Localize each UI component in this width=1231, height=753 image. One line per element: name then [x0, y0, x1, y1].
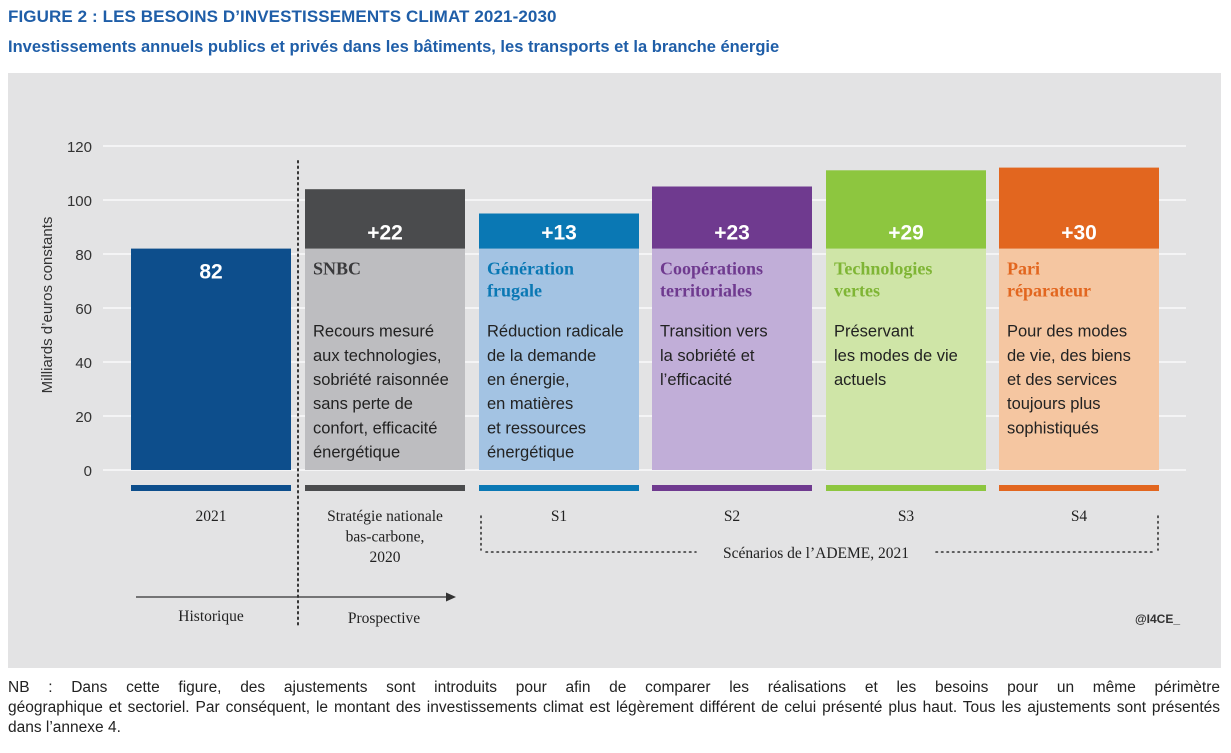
bar-base-segment	[305, 248, 465, 470]
scenario-description: Préservant les modes de vie actuels	[834, 323, 958, 389]
timeline-prospective: Prospective	[348, 610, 420, 627]
bar-base-2021	[131, 248, 291, 470]
bar-increment-segment	[305, 189, 465, 249]
scenario-description: Transition vers la sobriété et l’efficacit…	[660, 323, 768, 389]
category-strip	[131, 485, 291, 491]
scenario-bracket-label: Scénarios de l’ADEME, 2021	[723, 545, 909, 562]
bar-increment-label: +29	[888, 222, 924, 245]
scenario-description: Recours mesuré aux technologies, sobriété …	[313, 323, 449, 462]
timeline-historique: Historique	[178, 608, 244, 625]
bar-increment-label: +13	[541, 222, 577, 245]
footnote-line-1: NB : Dans cette figure, des ajustements …	[8, 679, 1220, 696]
bar-value-label: 82	[199, 261, 222, 284]
figure-title: FIGURE 2 : LES BESOINS D’INVESTISSEMENTS…	[8, 7, 557, 26]
bar-base-segment	[479, 248, 639, 470]
bar-base-segment	[826, 248, 986, 470]
y-tick-label: 40	[75, 355, 92, 372]
category-strip	[479, 485, 639, 491]
bar-chart: 0 20 40 60 80 100 120 Milliards d’euros constan…	[39, 139, 1186, 627]
x-tick-label: S4	[1071, 508, 1088, 525]
scenario-title: SNBC	[313, 259, 361, 279]
scenario-title: Pari réparateur	[1007, 259, 1091, 301]
bar-increment-segment	[652, 186, 812, 249]
bar-base-segment	[652, 248, 812, 470]
x-tick-label: S2	[724, 508, 740, 525]
y-tick-label: 20	[75, 409, 92, 426]
bar-increment-segment	[999, 167, 1159, 249]
footnote-line-rest: géographique et sectoriel. Par conséquen…	[8, 699, 1220, 736]
footnote: NB : Dans cette figure, des ajustements …	[8, 678, 1220, 738]
x-tick-label: S1	[551, 508, 567, 525]
bar-increment-label: +23	[714, 222, 750, 245]
bar-increment-label: +30	[1061, 222, 1097, 245]
x-tick-label: 2021	[196, 508, 227, 525]
y-axis-label: Milliards d’euros constants	[39, 217, 56, 394]
category-strip	[305, 485, 465, 491]
bar-increment-segment	[826, 170, 986, 249]
scenario-description: Pour des modes de vie, des biens et des se…	[1007, 323, 1131, 438]
y-tick-label: 100	[67, 193, 92, 210]
bar-increment-label: +22	[367, 222, 403, 245]
credit-label: @I4CE_	[1135, 612, 1180, 626]
timeline-arrow-head	[446, 592, 456, 602]
scenario-title: Génération frugale	[487, 259, 574, 301]
y-tick-label: 120	[67, 139, 92, 156]
bar-base-segment	[999, 248, 1159, 470]
y-tick-label: 0	[84, 463, 92, 480]
y-tick-label: 60	[75, 301, 92, 318]
category-strip	[999, 485, 1159, 491]
chart-panel: 0 20 40 60 80 100 120 Milliards d’euros constan…	[8, 73, 1221, 668]
category-strip	[652, 485, 812, 491]
x-tick-label: Stratégie nationale bas-carbone, 2020	[327, 508, 443, 566]
bar-increment-segment	[479, 213, 639, 249]
category-strip	[826, 485, 986, 491]
scenario-description: Réduction radicale de la demande en énergi…	[487, 323, 624, 462]
y-tick-label: 80	[75, 247, 92, 264]
scenario-title: Technologies vertes	[834, 259, 932, 301]
figure-subtitle: Investissements annuels publics et privé…	[8, 38, 780, 56]
x-tick-label: S3	[898, 508, 915, 525]
scenario-title: Coopérations territoriales	[660, 259, 763, 301]
